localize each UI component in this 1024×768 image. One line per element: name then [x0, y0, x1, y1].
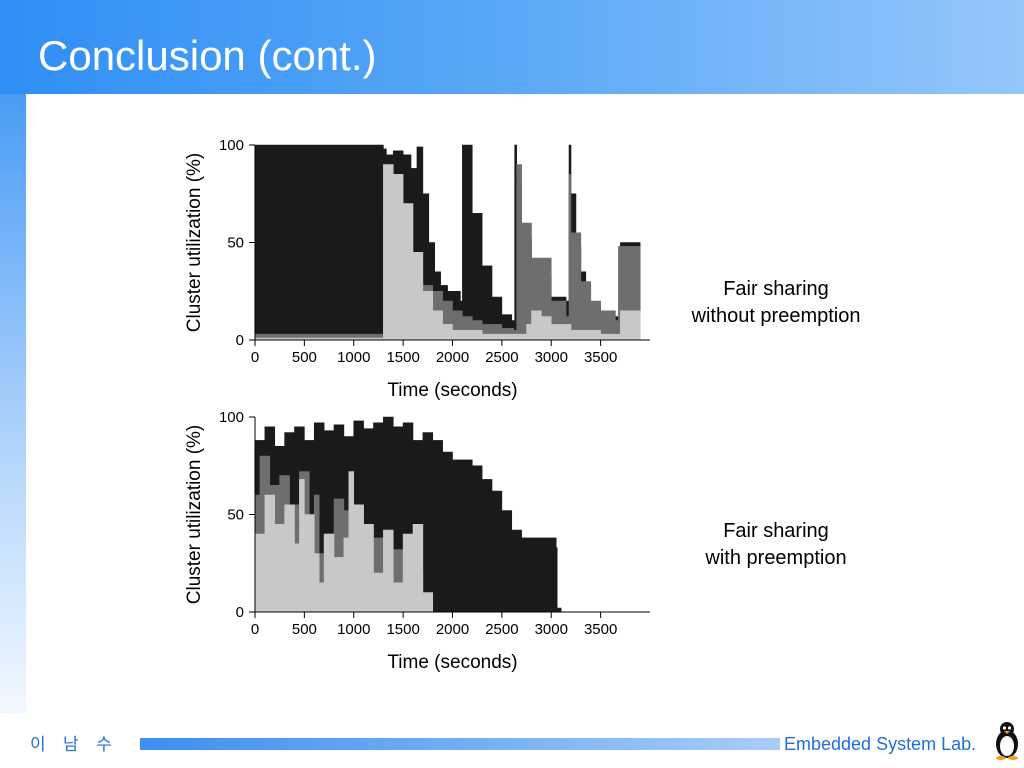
y-tick-label: 50: [227, 235, 244, 252]
x-tick-label: 3500: [584, 349, 617, 366]
footer-lab-name: Embedded System Lab.: [784, 734, 977, 754]
slide-title: Conclusion (cont.): [38, 32, 377, 79]
y-tick-label: 0: [236, 332, 244, 349]
y-tick-label: 100: [219, 137, 244, 154]
x-tick-label: 0: [251, 621, 259, 638]
x-tick-label: 3500: [584, 621, 617, 638]
y-tick-label: 0: [236, 604, 244, 621]
y-axis-title: Cluster utilization (%): [184, 425, 205, 605]
x-tick-label: 1500: [386, 349, 419, 366]
y-tick-label: 50: [227, 507, 244, 524]
slide-header: Conclusion (cont.): [0, 0, 1024, 94]
x-axis-title: Time (seconds): [387, 652, 517, 673]
x-axis-title: Time (seconds): [387, 380, 517, 401]
x-tick-label: 3000: [535, 349, 568, 366]
x-tick-label: 0: [251, 349, 259, 366]
series-area-2: [254, 471, 434, 613]
x-tick-label: 3000: [535, 621, 568, 638]
x-tick-label: 2500: [485, 349, 518, 366]
x-tick-label: 2000: [436, 349, 469, 366]
y-axis-title: Cluster utilization (%): [184, 153, 205, 333]
x-tick-label: 1500: [386, 621, 419, 638]
x-tick-label: 1000: [337, 621, 370, 638]
x-tick-label: 500: [292, 621, 317, 638]
x-tick-label: 1000: [337, 349, 370, 366]
x-tick-label: 2000: [436, 621, 469, 638]
chart-caption-with-preemption: Fair sharing with preemption: [666, 518, 886, 572]
series-area-2: [254, 164, 641, 341]
footer-bar: [140, 738, 780, 750]
footer-author: 이 남 수: [30, 735, 118, 755]
x-tick-label: 2500: [485, 621, 518, 638]
y-tick-label: 100: [219, 409, 244, 426]
left-decoration-band: [0, 94, 26, 714]
caption-line: Fair sharing: [723, 278, 829, 300]
x-tick-label: 500: [292, 349, 317, 366]
caption-line: without preemption: [691, 305, 861, 327]
caption-line: Fair sharing: [723, 520, 829, 542]
penguin-icon: [996, 722, 1018, 760]
caption-line: with preemption: [705, 547, 847, 569]
chart-caption-without-preemption: Fair sharing without preemption: [666, 276, 886, 330]
